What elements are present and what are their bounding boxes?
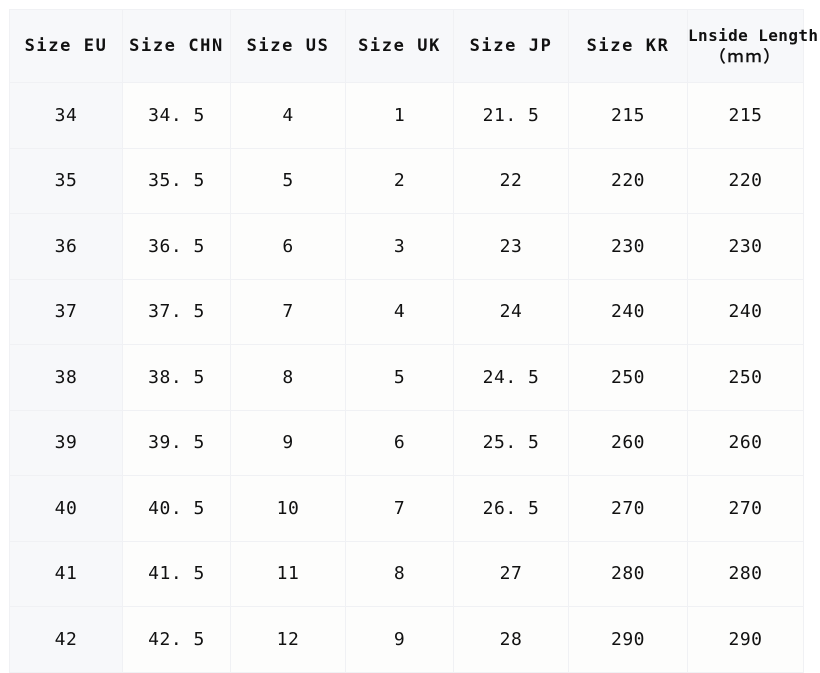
column-header-inside-line1: Lnside Length — [688, 25, 819, 45]
cell-chn: 34. 5 — [122, 82, 231, 149]
cell-chn: 35. 5 — [122, 147, 231, 214]
cell-kr: 290 — [568, 606, 688, 673]
cell-inside: 230 — [687, 213, 804, 280]
cell-us: 11 — [230, 540, 346, 607]
cell-us: 9 — [230, 409, 346, 476]
cell-us: 12 — [230, 606, 346, 673]
cell-eu: 35 — [9, 147, 123, 214]
table-row: 37 37. 5 7 4 24 240 240 — [9, 278, 804, 345]
table-row: 34 34. 5 4 1 21. 5 215 215 — [9, 82, 804, 149]
cell-eu: 37 — [9, 278, 123, 345]
cell-jp: 28 — [453, 606, 569, 673]
cell-eu: 39 — [9, 409, 123, 476]
cell-jp: 22 — [453, 147, 569, 214]
header-row: Size EU Size CHN Size US Size UK Size JP Size… — [9, 9, 819, 83]
cell-inside: 270 — [687, 475, 804, 542]
table-row: 42 42. 5 12 9 28 290 290 — [9, 606, 804, 673]
cell-uk: 3 — [345, 213, 454, 280]
cell-uk: 8 — [345, 540, 454, 607]
cell-uk: 6 — [345, 409, 454, 476]
cell-jp: 27 — [453, 540, 569, 607]
table-row: 36 36. 5 6 3 23 230 230 — [9, 213, 804, 280]
cell-eu: 41 — [9, 540, 123, 607]
column-header-inside-line2: （ｍｍ） — [709, 47, 782, 66]
column-header-chn: Size CHN — [122, 9, 231, 83]
cell-inside: 240 — [687, 278, 804, 345]
cell-eu: 42 — [9, 606, 123, 673]
table-row: 41 41. 5 11 8 27 280 280 — [9, 540, 804, 607]
cell-inside: 250 — [687, 344, 804, 411]
cell-uk: 7 — [345, 475, 454, 542]
cell-us: 5 — [230, 147, 346, 214]
cell-inside: 215 — [687, 82, 804, 149]
cell-inside: 280 — [687, 540, 804, 607]
cell-inside: 220 — [687, 147, 804, 214]
table-row: 39 39. 5 9 6 25. 5 260 260 — [9, 409, 804, 476]
cell-uk: 4 — [345, 278, 454, 345]
cell-kr: 230 — [568, 213, 688, 280]
cell-kr: 215 — [568, 82, 688, 149]
cell-eu: 34 — [9, 82, 123, 149]
cell-chn: 38. 5 — [122, 344, 231, 411]
cell-us: 8 — [230, 344, 346, 411]
column-header-kr: Size KR — [568, 9, 688, 83]
cell-jp: 24. 5 — [453, 344, 569, 411]
cell-jp: 24 — [453, 278, 569, 345]
cell-eu: 36 — [9, 213, 123, 280]
cell-uk: 1 — [345, 82, 454, 149]
cell-us: 7 — [230, 278, 346, 345]
cell-us: 6 — [230, 213, 346, 280]
cell-chn: 36. 5 — [122, 213, 231, 280]
cell-uk: 2 — [345, 147, 454, 214]
table-header: Size EU Size CHN Size US Size UK Size JP Size… — [9, 9, 819, 83]
cell-inside: 290 — [687, 606, 804, 673]
cell-chn: 41. 5 — [122, 540, 231, 607]
table-row: 40 40. 5 10 7 26. 5 270 270 — [9, 475, 804, 542]
cell-kr: 270 — [568, 475, 688, 542]
cell-jp: 21. 5 — [453, 82, 569, 149]
column-header-jp: Size JP — [453, 9, 569, 83]
cell-jp: 25. 5 — [453, 409, 569, 476]
cell-kr: 240 — [568, 278, 688, 345]
cell-eu: 40 — [9, 475, 123, 542]
cell-kr: 220 — [568, 147, 688, 214]
cell-inside: 260 — [687, 409, 804, 476]
cell-us: 10 — [230, 475, 346, 542]
cell-kr: 260 — [568, 409, 688, 476]
cell-chn: 39. 5 — [122, 409, 231, 476]
cell-chn: 40. 5 — [122, 475, 231, 542]
table-row: 38 38. 5 8 5 24. 5 250 250 — [9, 344, 804, 411]
shoe-size-conversion-table: Size EU Size CHN Size US Size UK Size JP Size… — [9, 9, 819, 673]
cell-jp: 26. 5 — [453, 475, 569, 542]
cell-uk: 5 — [345, 344, 454, 411]
cell-eu: 38 — [9, 344, 123, 411]
column-header-inside: Lnside Length （ｍｍ） — [687, 9, 819, 83]
table-row: 35 35. 5 5 2 22 220 220 — [9, 147, 804, 214]
table-body: 34 34. 5 4 1 21. 5 215 215 35 35. 5 5 2 22 220 220 36 3… — [9, 82, 804, 673]
cell-jp: 23 — [453, 213, 569, 280]
cell-chn: 42. 5 — [122, 606, 231, 673]
column-header-eu: Size EU — [9, 9, 123, 83]
column-header-us: Size US — [230, 9, 346, 83]
cell-uk: 9 — [345, 606, 454, 673]
cell-kr: 250 — [568, 344, 688, 411]
cell-us: 4 — [230, 82, 346, 149]
cell-kr: 280 — [568, 540, 688, 607]
column-header-uk: Size UK — [345, 9, 454, 83]
cell-chn: 37. 5 — [122, 278, 231, 345]
